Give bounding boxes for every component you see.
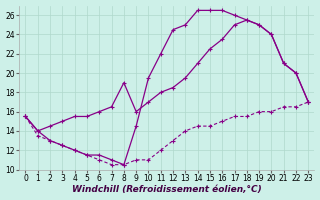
X-axis label: Windchill (Refroidissement éolien,°C): Windchill (Refroidissement éolien,°C) xyxy=(72,185,262,194)
